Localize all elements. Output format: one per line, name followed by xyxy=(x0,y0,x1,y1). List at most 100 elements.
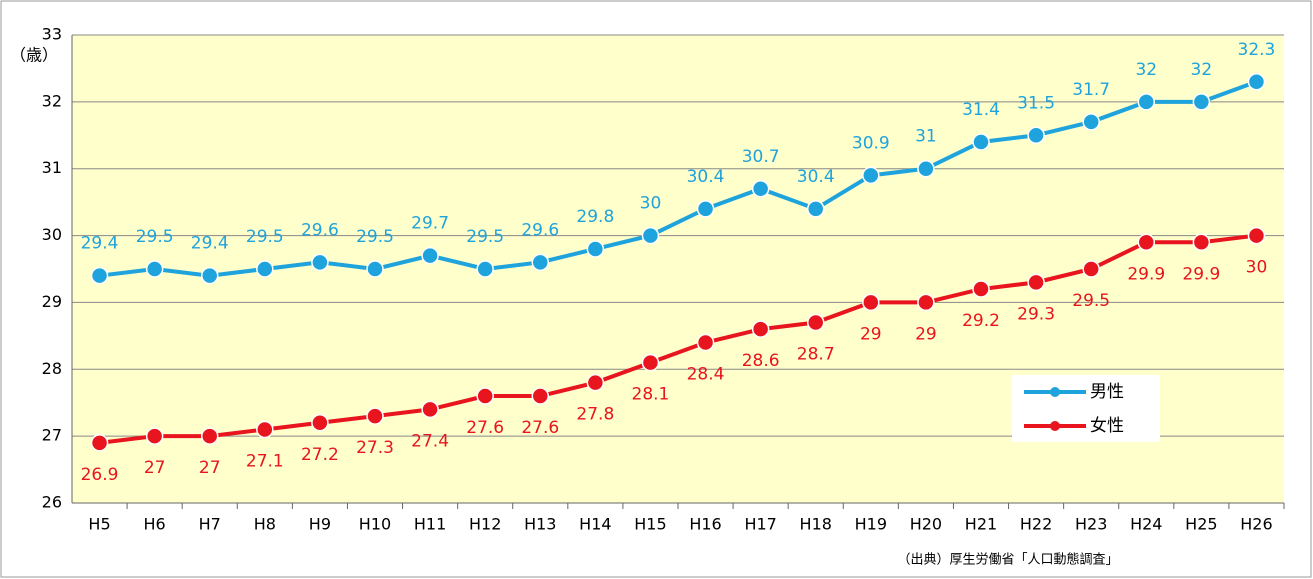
point xyxy=(917,159,935,178)
y-tick-label: 29 xyxy=(42,292,62,311)
data-label: 27.4 xyxy=(411,431,449,451)
point xyxy=(311,253,329,272)
point xyxy=(696,333,715,352)
data-label: 30 xyxy=(1246,258,1268,278)
point xyxy=(972,133,990,151)
point xyxy=(90,266,109,285)
data-label: 32 xyxy=(1135,60,1157,80)
data-label: 30.9 xyxy=(852,133,890,153)
data-label: 27.8 xyxy=(576,405,614,425)
legend-label: 男性 xyxy=(1090,382,1124,402)
x-tick-label: H9 xyxy=(309,515,331,534)
point xyxy=(1192,93,1211,111)
data-label: 29 xyxy=(860,324,882,344)
x-tick-label: H16 xyxy=(689,515,721,534)
data-label: 31 xyxy=(915,127,937,147)
data-label: 27.6 xyxy=(466,418,504,438)
data-label: 30 xyxy=(640,194,662,214)
point xyxy=(421,400,439,419)
data-label: 28.6 xyxy=(742,351,780,371)
data-label: 27.6 xyxy=(521,418,559,438)
x-tick-label: H13 xyxy=(524,515,556,534)
point xyxy=(256,420,274,439)
point xyxy=(366,260,384,278)
data-label: 29.9 xyxy=(1127,264,1165,284)
point xyxy=(1247,226,1266,245)
x-tick-label: H22 xyxy=(1020,515,1052,534)
data-label: 29.3 xyxy=(1017,304,1055,324)
x-tick-label: H6 xyxy=(144,515,166,534)
legend-marker xyxy=(1050,387,1060,397)
data-label: 29.2 xyxy=(962,311,1000,331)
legend-box xyxy=(1012,375,1160,442)
y-tick-label: 28 xyxy=(42,359,62,378)
data-label: 30.4 xyxy=(797,167,835,187)
point xyxy=(751,180,770,198)
point xyxy=(1027,126,1045,145)
data-label: 30.7 xyxy=(742,147,780,167)
point xyxy=(1027,273,1045,292)
x-tick-label: H20 xyxy=(910,515,942,534)
point xyxy=(1192,233,1211,252)
point xyxy=(531,387,550,405)
x-tick-label: H23 xyxy=(1075,515,1107,534)
point xyxy=(256,260,274,278)
point xyxy=(972,280,990,298)
series-line xyxy=(99,79,1258,278)
point xyxy=(1082,260,1100,278)
point xyxy=(1082,113,1100,131)
legend-marker xyxy=(1050,421,1060,431)
data-label: 29.9 xyxy=(1182,264,1220,284)
x-tick-label: H17 xyxy=(744,515,776,534)
data-label: 28.4 xyxy=(687,365,725,385)
data-label: 32 xyxy=(1191,60,1213,80)
point xyxy=(641,226,660,245)
x-tick-label: H11 xyxy=(414,515,446,534)
x-tick-label: H10 xyxy=(359,515,391,534)
y-tick-label: 32 xyxy=(42,91,62,110)
point xyxy=(641,353,660,372)
point xyxy=(531,253,550,272)
data-label: 27.2 xyxy=(301,445,339,465)
point xyxy=(696,200,715,218)
y-tick-label: 33 xyxy=(42,25,62,44)
x-tick-label: H12 xyxy=(469,515,501,534)
point xyxy=(200,427,219,445)
data-label: 29.7 xyxy=(411,214,449,234)
x-tick-label: H15 xyxy=(634,515,666,534)
point xyxy=(751,320,770,338)
y-tick-label: 26 xyxy=(42,493,62,512)
point xyxy=(862,293,880,312)
data-label: 29.4 xyxy=(81,234,119,254)
data-label: 29.6 xyxy=(521,220,559,240)
point xyxy=(311,414,329,432)
data-label: 27.1 xyxy=(246,451,284,471)
data-label: 28.1 xyxy=(632,385,670,405)
x-tick-label: H24 xyxy=(1130,515,1162,534)
data-label: 31.5 xyxy=(1017,93,1055,113)
data-label: 27 xyxy=(199,458,221,478)
x-tick-label: H7 xyxy=(199,515,221,534)
point xyxy=(862,166,880,185)
y-tick-label: 30 xyxy=(42,225,62,244)
point xyxy=(145,260,164,278)
x-tick-label: H8 xyxy=(254,515,276,534)
data-label: 29.8 xyxy=(576,207,614,227)
point xyxy=(1137,233,1156,252)
x-tick-label: H25 xyxy=(1185,515,1217,534)
series-line xyxy=(99,233,1257,445)
point xyxy=(806,200,825,218)
point xyxy=(421,246,439,265)
point xyxy=(917,293,935,312)
data-label: 28.7 xyxy=(797,344,835,364)
y-axis-label: （歳） xyxy=(10,46,58,65)
point xyxy=(586,373,605,392)
y-tick-label: 31 xyxy=(42,158,62,177)
point xyxy=(1137,93,1156,111)
point xyxy=(366,407,384,425)
x-tick-label: H18 xyxy=(800,515,832,534)
data-label: 29.5 xyxy=(1072,291,1110,311)
point xyxy=(200,266,219,285)
source-note: （出典）厚生労働省「人口動態調査」 xyxy=(897,552,1118,568)
